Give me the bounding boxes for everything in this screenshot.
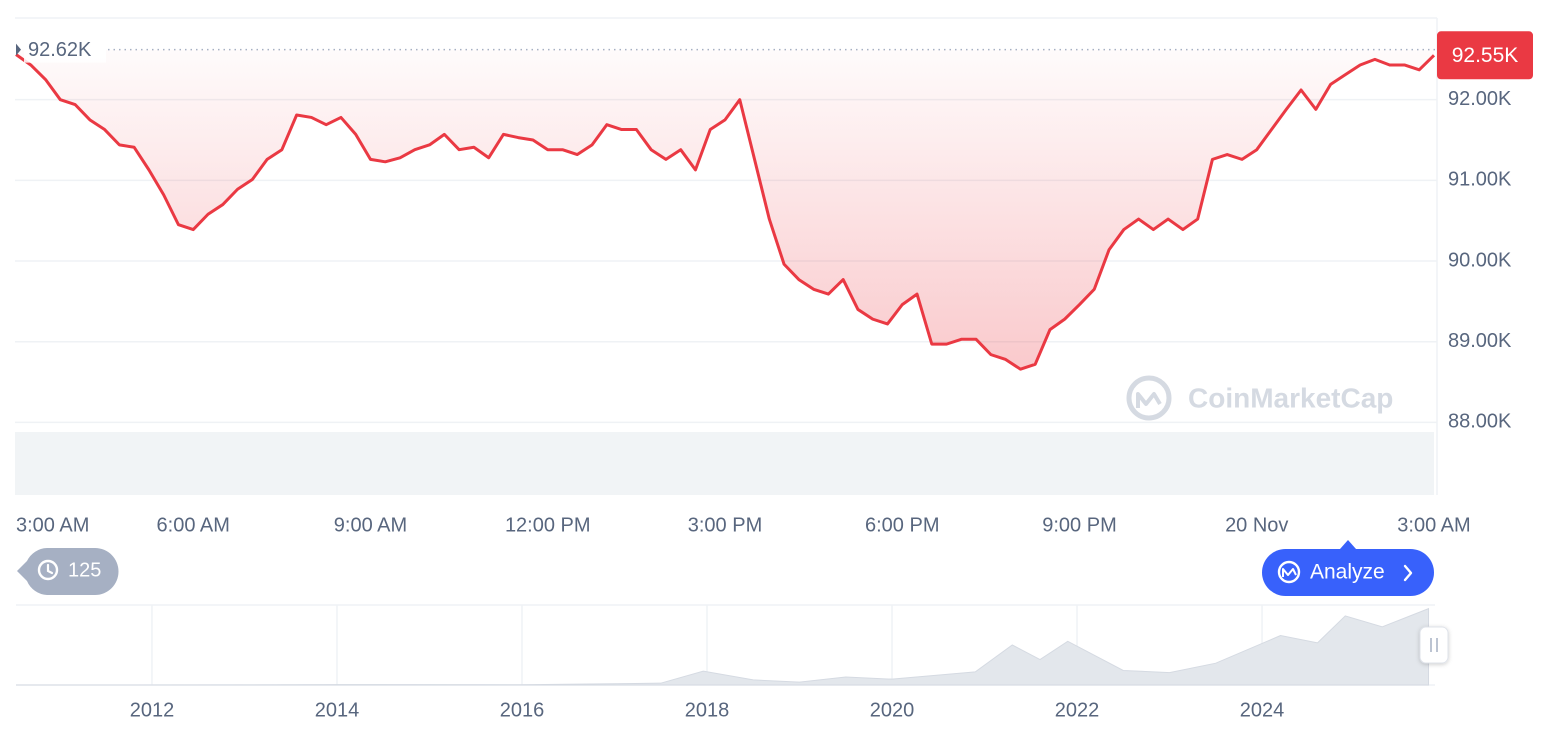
navigator-tick-label: 2024 [1240,699,1285,721]
navigator-area [15,607,1430,686]
navigator: 2012 2014 2016 2018 2020 2022 2024 [15,604,1435,721]
history-button[interactable]: 125 [17,548,119,595]
volume-band [15,432,1434,495]
analyze-label[interactable]: Analyze [1310,561,1385,584]
navigator-tick-label: 2016 [500,699,545,721]
x-tick-label: 6:00 PM [865,514,939,536]
analyze-pill[interactable] [1262,549,1434,596]
y-tick-label: 91.00K [1448,169,1512,191]
x-tick-label: 9:00 PM [1042,514,1116,536]
x-tick-label: 3:00 AM [16,514,89,536]
history-icon-hands [46,563,54,575]
x-tick-label: 9:00 AM [334,514,407,536]
x-tick-label: 12:00 PM [505,514,591,536]
history-icon [37,559,59,581]
analyze-button[interactable]: Analyze [1262,540,1434,596]
last-price-badge [1437,31,1533,80]
y-tick-label: 90.00K [1448,249,1512,271]
y-tick-label: 89.00K [1448,330,1512,352]
navigator-tick-label: 2018 [685,699,730,721]
reference-label: 92.62K [28,39,92,61]
watermark-logo-mark [1136,392,1162,408]
watermark: CoinMarketCap [1126,375,1393,421]
analyze-icon [1277,560,1301,584]
watermark-text: CoinMarketCap [1188,382,1393,413]
reference-marker [16,43,21,56]
analyze-pointer [1340,540,1356,549]
last-price-label: 92.55K [1452,44,1519,67]
navigator-tick-label: 2014 [315,699,360,721]
x-tick-label: 20 Nov [1225,514,1288,536]
y-tick-label: 92.00K [1448,88,1512,110]
x-tick-label: 3:00 AM [1397,514,1470,536]
axes: 88.00K 89.00K 90.00K 91.00K 92.00K 3:00 AM 6:0… [16,31,1533,536]
watermark-logo [1126,375,1172,421]
navigator-handle-box[interactable] [1419,626,1449,664]
price-line [15,53,1436,371]
analyze-chevron [1403,564,1413,582]
history-count: 125 [68,559,101,581]
navigator-tick-label: 2020 [870,699,915,721]
reference-label-bg [24,36,106,63]
navigator-handle[interactable] [1419,626,1449,664]
plot: 92.62K [15,36,1437,371]
navigator-tick-label: 2012 [130,699,175,721]
analyze-icon-mark [1282,568,1297,577]
x-tick-label: 3:00 PM [688,514,762,536]
history-pill[interactable] [17,548,119,595]
y-tick-label: 88.00K [1448,411,1512,433]
navigator-tick-label: 2022 [1055,699,1100,721]
x-tick-label: 6:00 AM [157,514,230,536]
price-area [16,49,1434,370]
